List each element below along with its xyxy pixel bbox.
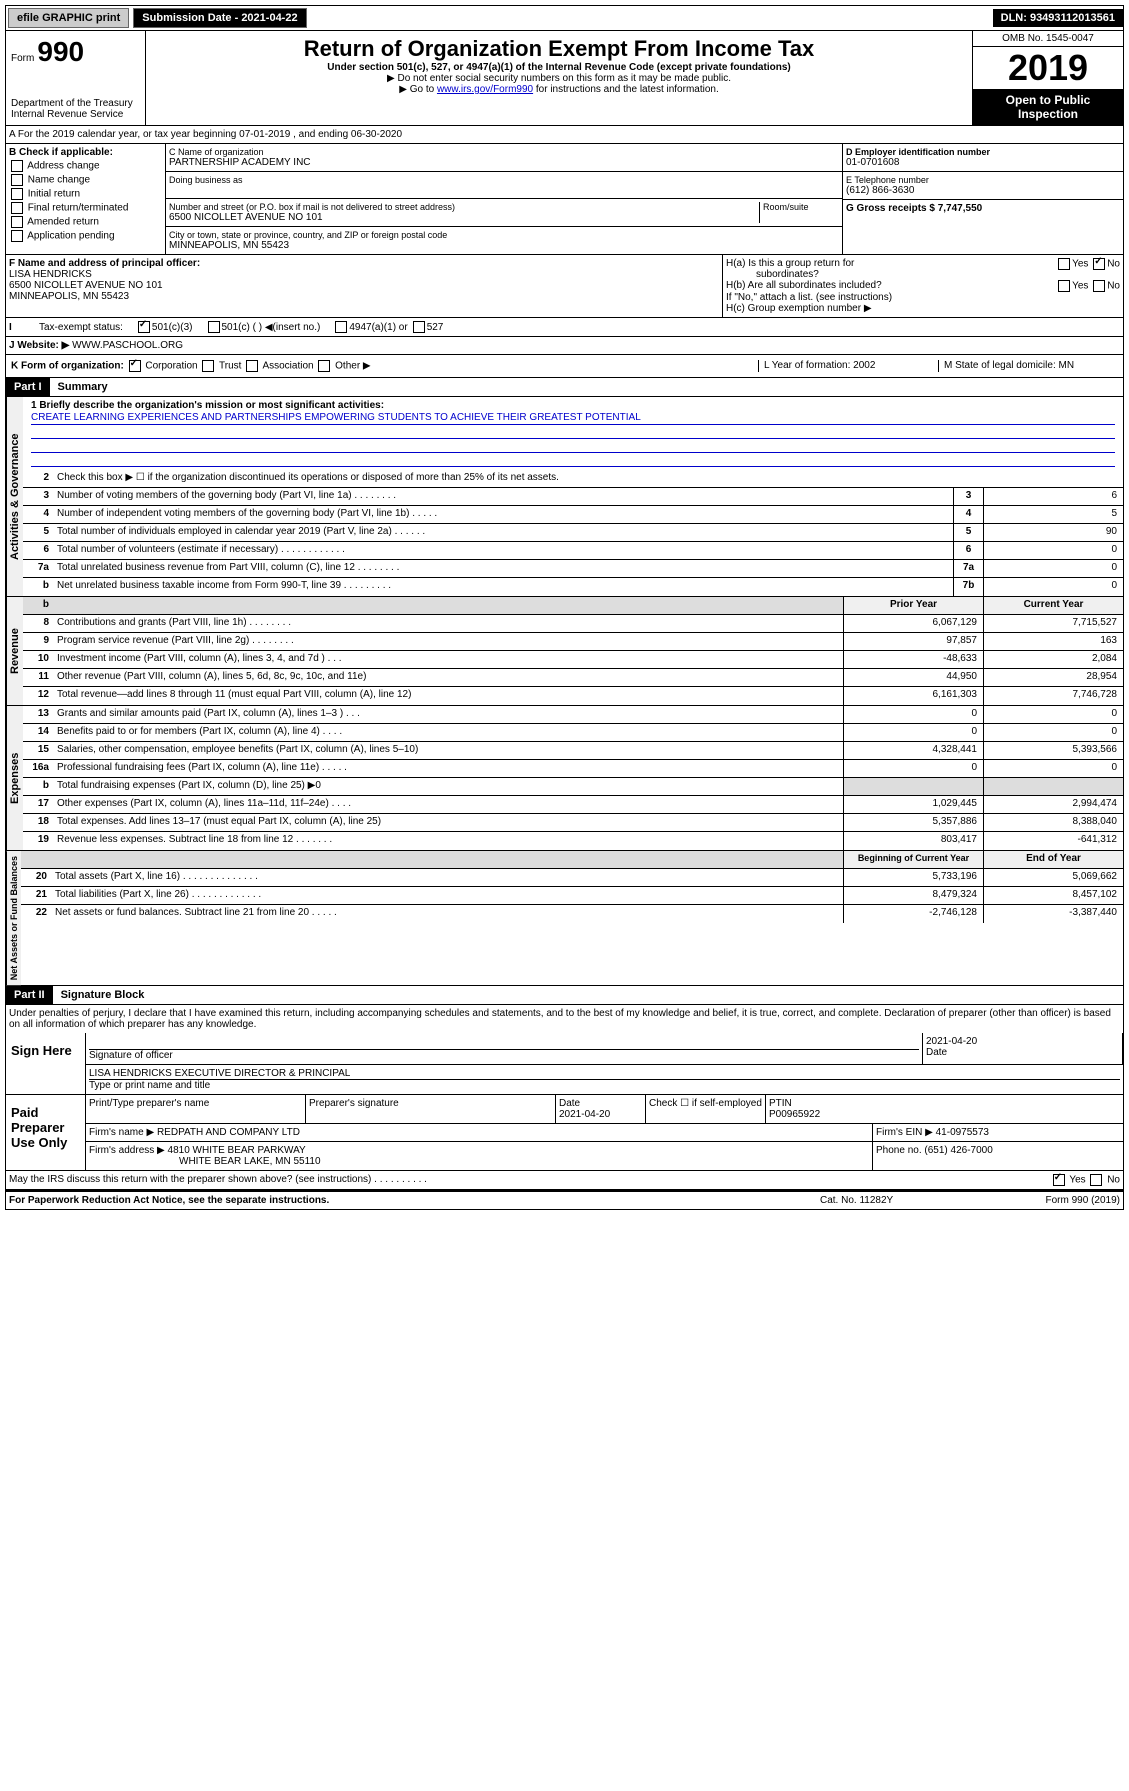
city-label: City or town, state or province, country…: [169, 230, 839, 240]
application-check[interactable]: Application pending: [9, 230, 162, 242]
phone-label: E Telephone number: [846, 175, 1120, 185]
sign-here: Sign Here: [6, 1033, 86, 1094]
data-row: 6Total number of volunteers (estimate if…: [23, 542, 1123, 560]
final-check[interactable]: Final return/terminated: [9, 202, 162, 214]
paid-preparer: Paid Preparer Use Only: [6, 1095, 86, 1170]
state-domicile: M State of legal domicile: MN: [938, 360, 1118, 372]
officer-name: LISA HENDRICKS: [9, 269, 719, 280]
calendar-year-row: A For the 2019 calendar year, or tax yea…: [5, 126, 1124, 144]
data-row: 9Program service revenue (Part VIII, lin…: [23, 633, 1123, 651]
data-row: 5Total number of individuals employed in…: [23, 524, 1123, 542]
data-row: 14Benefits paid to or for members (Part …: [23, 724, 1123, 742]
omb-number: OMB No. 1545-0047: [973, 31, 1123, 47]
data-row: 7aTotal unrelated business revenue from …: [23, 560, 1123, 578]
line1-label: 1 Briefly describe the organization's mi…: [31, 400, 1115, 411]
rev-label: Revenue: [6, 597, 23, 705]
declaration: Under penalties of perjury, I declare th…: [6, 1005, 1123, 1033]
tax-year: 2019: [973, 47, 1123, 89]
line2: Check this box ▶ ☐ if the organization d…: [53, 470, 1123, 487]
org-form-row: K Form of organization: Corporation Trus…: [5, 355, 1124, 378]
data-row: 15Salaries, other compensation, employee…: [23, 742, 1123, 760]
form-title: Return of Organization Exempt From Incom…: [151, 36, 967, 62]
hb-label: H(b) Are all subordinates included?: [726, 280, 1056, 292]
phone-value: (612) 866-3630: [846, 185, 1120, 196]
dln: DLN: 93493112013561: [993, 9, 1123, 27]
mission-text: CREATE LEARNING EXPERIENCES AND PARTNERS…: [31, 411, 1115, 425]
officer-addr1: 6500 NICOLLET AVENUE NO 101: [9, 280, 719, 291]
room-label: Room/suite: [763, 202, 839, 212]
revenue-section: Revenue b Prior Year Current Year 8Contr…: [5, 597, 1124, 706]
data-row: bTotal fundraising expenses (Part IX, co…: [23, 778, 1123, 796]
submission-date: Submission Date - 2021-04-22: [133, 8, 306, 28]
officer-label: F Name and address of principal officer:: [9, 258, 719, 269]
data-row: 20Total assets (Part X, line 16) . . . .…: [21, 869, 1123, 887]
part1-title: Summary: [50, 378, 116, 396]
data-row: 16aProfessional fundraising fees (Part I…: [23, 760, 1123, 778]
org-city: MINNEAPOLIS, MN 55423: [169, 240, 839, 251]
exp-label: Expenses: [6, 706, 23, 850]
net-assets-section: Net Assets or Fund Balances Beginning of…: [5, 851, 1124, 986]
addr-change-check[interactable]: Address change: [9, 160, 162, 172]
data-row: 3Number of voting members of the governi…: [23, 488, 1123, 506]
website-row: J Website: ▶ WWW.PASCHOOL.ORG: [5, 337, 1124, 355]
year-formation: L Year of formation: 2002: [758, 360, 938, 372]
name-label: C Name of organization: [169, 147, 839, 157]
form990-link[interactable]: www.irs.gov/Form990: [437, 84, 533, 95]
form-note2: ▶ Go to www.irs.gov/Form990 for instruct…: [151, 84, 967, 95]
discuss-row: May the IRS discuss this return with the…: [5, 1171, 1124, 1190]
name-change-check[interactable]: Name change: [9, 174, 162, 186]
initial-check[interactable]: Initial return: [9, 188, 162, 200]
gross-receipts: G Gross receipts $ 7,747,550: [846, 203, 1120, 214]
net-label: Net Assets or Fund Balances: [6, 851, 21, 985]
data-row: 10Investment income (Part VIII, column (…: [23, 651, 1123, 669]
data-row: 21Total liabilities (Part X, line 26) . …: [21, 887, 1123, 905]
open-public: Open to Public Inspection: [973, 89, 1123, 125]
data-row: 17Other expenses (Part IX, column (A), l…: [23, 796, 1123, 814]
info-section: B Check if applicable: Address change Na…: [5, 144, 1124, 255]
data-row: 22Net assets or fund balances. Subtract …: [21, 905, 1123, 923]
org-name: PARTNERSHIP ACADEMY INC: [169, 157, 839, 168]
ein-label: D Employer identification number: [846, 147, 1120, 157]
ein-value: 01-0701608: [846, 157, 1120, 168]
gov-label: Activities & Governance: [6, 397, 23, 596]
part2-title: Signature Block: [53, 986, 153, 1004]
data-row: 4Number of independent voting members of…: [23, 506, 1123, 524]
data-row: 18Total expenses. Add lines 13–17 (must …: [23, 814, 1123, 832]
form-note1: ▶ Do not enter social security numbers o…: [151, 73, 967, 84]
addr-label: Number and street (or P.O. box if mail i…: [169, 202, 759, 212]
data-row: 13Grants and similar amounts paid (Part …: [23, 706, 1123, 724]
ha-label: H(a) Is this a group return for: [726, 258, 854, 269]
dept-treasury: Department of the Treasury: [11, 98, 140, 109]
form-label: Form: [11, 53, 34, 64]
expenses-section: Expenses 13Grants and similar amounts pa…: [5, 706, 1124, 851]
box-b-header: B Check if applicable:: [9, 147, 162, 158]
signature-section: Under penalties of perjury, I declare th…: [5, 1005, 1124, 1171]
tax-exempt-row: I Tax-exempt status: 501(c)(3) 501(c) ( …: [5, 318, 1124, 337]
officer-section: F Name and address of principal officer:…: [5, 255, 1124, 318]
data-row: 19Revenue less expenses. Subtract line 1…: [23, 832, 1123, 850]
data-row: 8Contributions and grants (Part VIII, li…: [23, 615, 1123, 633]
part1-header: Part I: [6, 378, 50, 396]
efile-btn[interactable]: efile GRAPHIC print: [8, 8, 129, 28]
form-header: Form 990 Department of the Treasury Inte…: [5, 31, 1124, 126]
hb-note: If "No," attach a list. (see instruction…: [726, 292, 1120, 303]
org-address: 6500 NICOLLET AVENUE NO 101: [169, 212, 759, 223]
data-row: 12Total revenue—add lines 8 through 11 (…: [23, 687, 1123, 705]
governance-section: Activities & Governance 1 Briefly descri…: [5, 397, 1124, 597]
data-row: 11Other revenue (Part VIII, column (A), …: [23, 669, 1123, 687]
data-row: bNet unrelated business taxable income f…: [23, 578, 1123, 596]
amended-check[interactable]: Amended return: [9, 216, 162, 228]
form-subtitle: Under section 501(c), 527, or 4947(a)(1)…: [151, 62, 967, 73]
dba-label: Doing business as: [169, 175, 839, 185]
website-value: WWW.PASCHOOL.ORG: [72, 340, 183, 351]
ha-sub: subordinates?: [756, 269, 819, 280]
top-bar: efile GRAPHIC print Submission Date - 20…: [5, 5, 1124, 31]
hc-label: H(c) Group exemption number ▶: [726, 303, 1120, 314]
footer: For Paperwork Reduction Act Notice, see …: [5, 1190, 1124, 1210]
dept-irs: Internal Revenue Service: [11, 109, 140, 120]
part2-header: Part II: [6, 986, 53, 1004]
form-number: 990: [37, 36, 84, 67]
officer-addr2: MINNEAPOLIS, MN 55423: [9, 291, 719, 302]
